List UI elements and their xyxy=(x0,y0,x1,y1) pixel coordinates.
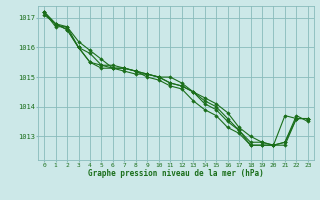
X-axis label: Graphe pression niveau de la mer (hPa): Graphe pression niveau de la mer (hPa) xyxy=(88,169,264,178)
